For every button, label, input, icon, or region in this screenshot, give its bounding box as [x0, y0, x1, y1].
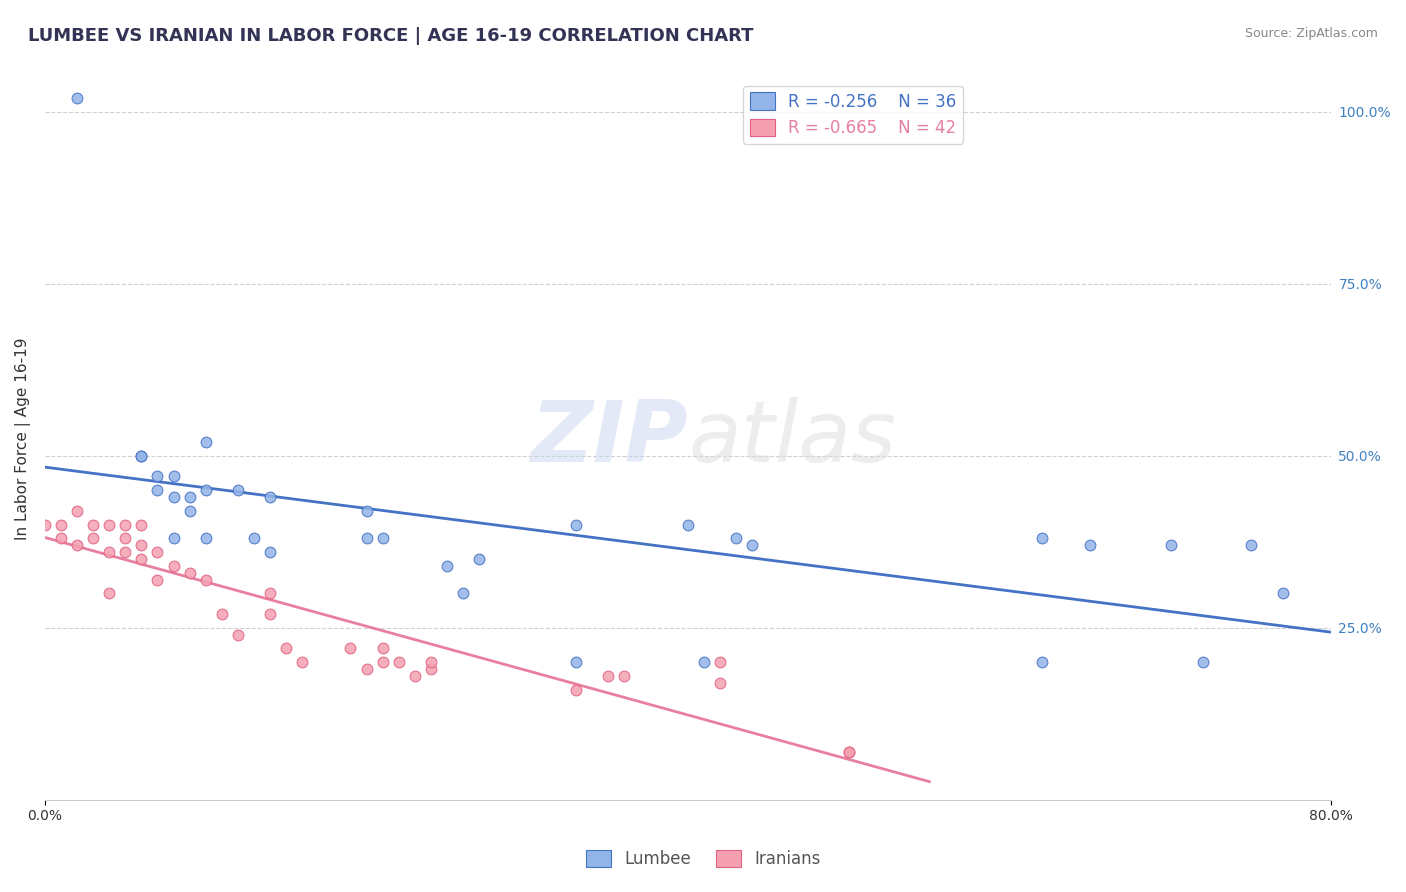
- Point: [371, 532, 394, 546]
- Point: [194, 532, 217, 546]
- Point: [741, 538, 763, 552]
- Point: [82, 517, 104, 532]
- Point: [838, 745, 860, 759]
- Point: [146, 483, 169, 498]
- Point: [146, 545, 169, 559]
- Point: [162, 469, 184, 483]
- Point: [436, 558, 458, 573]
- Point: [371, 641, 394, 656]
- Point: [66, 504, 89, 518]
- Point: [131, 449, 153, 463]
- Point: [66, 91, 89, 105]
- Point: [1160, 538, 1182, 552]
- Point: [131, 538, 153, 552]
- Point: [131, 517, 153, 532]
- Point: [468, 552, 491, 566]
- Point: [226, 627, 249, 641]
- Point: [179, 490, 201, 504]
- Point: [98, 517, 121, 532]
- Point: [259, 586, 281, 600]
- Point: [725, 532, 748, 546]
- Point: [259, 607, 281, 621]
- Point: [98, 545, 121, 559]
- Point: [339, 641, 361, 656]
- Point: [291, 655, 314, 669]
- Point: [162, 490, 184, 504]
- Point: [356, 504, 378, 518]
- Point: [274, 641, 297, 656]
- Point: [131, 552, 153, 566]
- Point: [146, 469, 169, 483]
- Legend: R = -0.256    N = 36, R = -0.665    N = 42: R = -0.256 N = 36, R = -0.665 N = 42: [742, 86, 963, 144]
- Point: [49, 517, 72, 532]
- Point: [146, 573, 169, 587]
- Point: [564, 655, 586, 669]
- Point: [114, 545, 136, 559]
- Y-axis label: In Labor Force | Age 16-19: In Labor Force | Age 16-19: [15, 337, 31, 540]
- Point: [419, 655, 441, 669]
- Point: [371, 655, 394, 669]
- Point: [356, 662, 378, 676]
- Point: [194, 573, 217, 587]
- Point: [82, 532, 104, 546]
- Point: [98, 586, 121, 600]
- Point: [114, 532, 136, 546]
- Point: [1272, 586, 1295, 600]
- Point: [211, 607, 233, 621]
- Point: [259, 490, 281, 504]
- Point: [1240, 538, 1263, 552]
- Point: [838, 745, 860, 759]
- Point: [564, 682, 586, 697]
- Legend: Lumbee, Iranians: Lumbee, Iranians: [579, 843, 827, 875]
- Point: [1031, 655, 1053, 669]
- Text: LUMBEE VS IRANIAN IN LABOR FORCE | AGE 16-19 CORRELATION CHART: LUMBEE VS IRANIAN IN LABOR FORCE | AGE 1…: [28, 27, 754, 45]
- Point: [66, 538, 89, 552]
- Point: [34, 517, 56, 532]
- Point: [49, 532, 72, 546]
- Point: [179, 566, 201, 580]
- Point: [114, 517, 136, 532]
- Point: [243, 532, 266, 546]
- Point: [693, 655, 716, 669]
- Point: [419, 662, 441, 676]
- Point: [709, 655, 731, 669]
- Point: [596, 669, 619, 683]
- Point: [194, 435, 217, 450]
- Point: [676, 517, 699, 532]
- Point: [194, 483, 217, 498]
- Point: [162, 558, 184, 573]
- Point: [564, 517, 586, 532]
- Point: [226, 483, 249, 498]
- Text: atlas: atlas: [688, 397, 896, 480]
- Point: [356, 532, 378, 546]
- Point: [259, 545, 281, 559]
- Point: [451, 586, 474, 600]
- Point: [388, 655, 411, 669]
- Text: ZIP: ZIP: [530, 397, 688, 480]
- Point: [613, 669, 636, 683]
- Point: [404, 669, 426, 683]
- Point: [1031, 532, 1053, 546]
- Point: [162, 532, 184, 546]
- Point: [179, 504, 201, 518]
- Point: [131, 449, 153, 463]
- Text: Source: ZipAtlas.com: Source: ZipAtlas.com: [1244, 27, 1378, 40]
- Point: [709, 675, 731, 690]
- Point: [1191, 655, 1213, 669]
- Point: [1078, 538, 1101, 552]
